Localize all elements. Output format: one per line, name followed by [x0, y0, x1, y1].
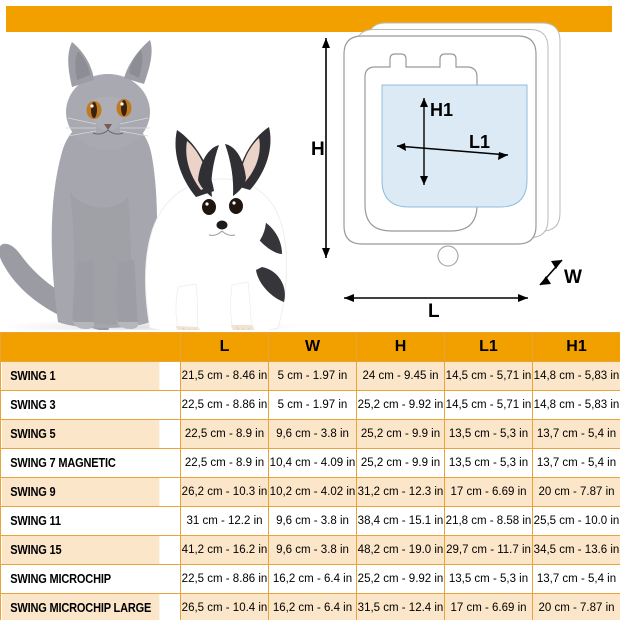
- svg-text:L: L: [428, 301, 440, 322]
- svg-text:H: H: [311, 139, 325, 160]
- svg-text:L1: L1: [469, 132, 490, 152]
- svg-text:W: W: [564, 267, 582, 288]
- svg-text:H1: H1: [430, 100, 453, 120]
